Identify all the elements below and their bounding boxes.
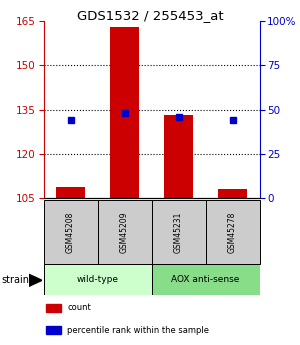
Bar [218,189,247,198]
Polygon shape [28,274,42,286]
Text: GDS1532 / 255453_at: GDS1532 / 255453_at [77,9,223,22]
Text: GSM45209: GSM45209 [120,211,129,253]
Text: GSM45278: GSM45278 [228,211,237,253]
Bar [152,264,260,295]
Text: strain: strain [2,275,29,285]
Bar [46,326,61,334]
Bar [56,187,85,198]
Bar [206,200,260,264]
Bar [98,200,152,264]
Text: wild-type: wild-type [76,275,118,284]
Text: percentile rank within the sample: percentile rank within the sample [67,326,209,335]
Bar [44,200,98,264]
Text: GSM45208: GSM45208 [66,211,75,253]
Text: AOX anti-sense: AOX anti-sense [171,275,240,284]
Text: GSM45231: GSM45231 [174,211,183,253]
Bar [44,264,152,295]
Bar [46,304,61,312]
Text: count: count [67,303,91,313]
Bar [110,27,140,198]
Bar [164,116,194,198]
Bar [152,200,206,264]
